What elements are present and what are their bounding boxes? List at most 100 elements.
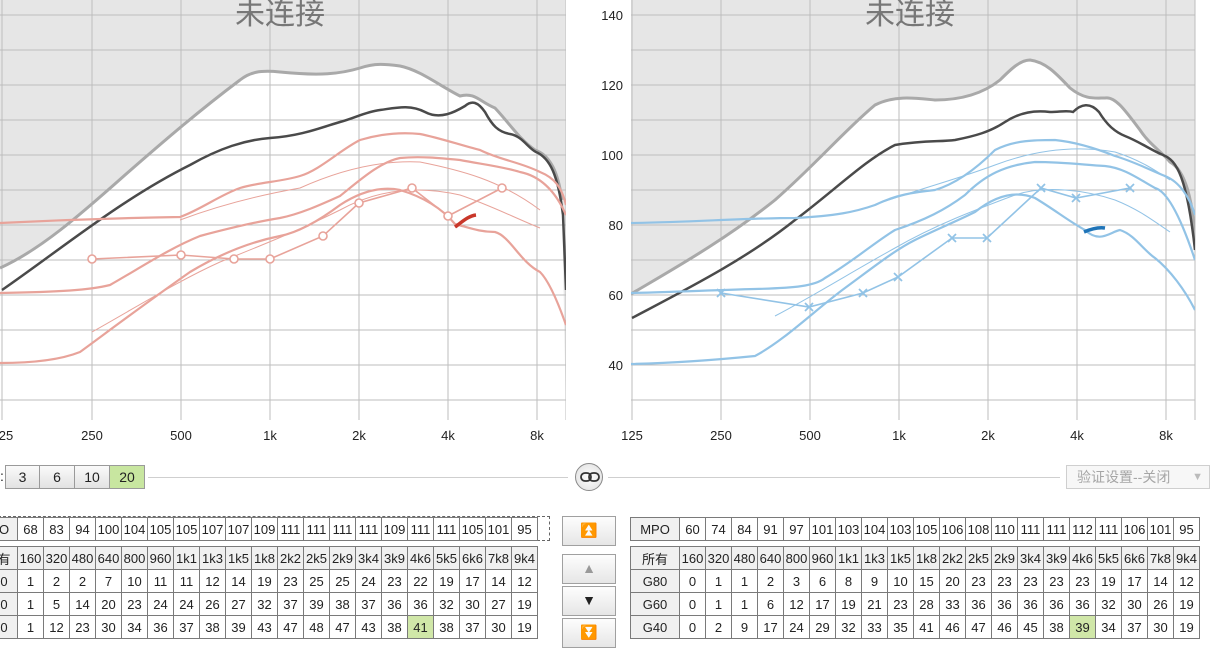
- band-header[interactable]: 4k6: [407, 546, 434, 570]
- gain-cell[interactable]: 15: [913, 569, 940, 593]
- mpo-cell[interactable]: 111: [1095, 517, 1122, 541]
- gain-row-label[interactable]: G60: [630, 592, 680, 616]
- band-header[interactable]: 640: [95, 546, 122, 570]
- band-header[interactable]: 3k9: [381, 546, 408, 570]
- band-header[interactable]: 1k3: [199, 546, 226, 570]
- gain-cell[interactable]: 12: [783, 592, 810, 616]
- gain-cell[interactable]: 36: [1017, 592, 1044, 616]
- gain-cell[interactable]: 12: [199, 569, 226, 593]
- gain-cell[interactable]: 36: [1069, 592, 1096, 616]
- band-header[interactable]: 7k8: [1147, 546, 1174, 570]
- gain-cell[interactable]: 1: [17, 592, 44, 616]
- gain-cell[interactable]: 32: [835, 615, 862, 639]
- gain-cell[interactable]: 10: [887, 569, 914, 593]
- mpo-cell[interactable]: 112: [1069, 517, 1096, 541]
- mpo-cell[interactable]: 111: [407, 517, 434, 541]
- band-header[interactable]: 4k6: [1069, 546, 1096, 570]
- mpo-cell[interactable]: 101: [485, 517, 512, 541]
- gain-cell[interactable]: 30: [1147, 615, 1174, 639]
- gain-cell[interactable]: 23: [1017, 569, 1044, 593]
- gain-cell[interactable]: 26: [1147, 592, 1174, 616]
- mpo-cell[interactable]: 109: [381, 517, 408, 541]
- gain-cell[interactable]: 46: [991, 615, 1018, 639]
- mpo-cell[interactable]: 105: [459, 517, 486, 541]
- gain-cell[interactable]: 30: [485, 615, 512, 639]
- gain-cell[interactable]: 21: [861, 592, 888, 616]
- gain-cell[interactable]: 0: [679, 569, 706, 593]
- gain-cell[interactable]: 38: [381, 615, 408, 639]
- band-header[interactable]: 2k5: [965, 546, 992, 570]
- gain-row-label[interactable]: 0: [0, 592, 18, 616]
- step-6-button[interactable]: 6: [39, 465, 75, 489]
- band-header[interactable]: 1k1: [835, 546, 862, 570]
- band-header[interactable]: 9k4: [511, 546, 538, 570]
- band-header[interactable]: 320: [43, 546, 70, 570]
- step-3-button[interactable]: 3: [5, 465, 40, 489]
- band-header[interactable]: 320: [705, 546, 732, 570]
- gain-cell[interactable]: 47: [965, 615, 992, 639]
- gain-cell[interactable]: 41: [407, 615, 434, 639]
- gain-cell[interactable]: 28: [913, 592, 940, 616]
- gain-cell[interactable]: 22: [407, 569, 434, 593]
- gain-cell[interactable]: 17: [1121, 569, 1148, 593]
- gain-cell[interactable]: 7: [95, 569, 122, 593]
- gain-cell[interactable]: 32: [1095, 592, 1122, 616]
- gain-cell[interactable]: 23: [1043, 569, 1070, 593]
- gain-cell[interactable]: 17: [757, 615, 784, 639]
- gain-cell[interactable]: 10: [121, 569, 148, 593]
- gain-cell[interactable]: 1: [731, 569, 758, 593]
- gain-cell[interactable]: 38: [329, 592, 356, 616]
- gain-cell[interactable]: 23: [887, 592, 914, 616]
- band-header[interactable]: 2k5: [303, 546, 330, 570]
- gain-cell[interactable]: 24: [173, 592, 200, 616]
- mpo-cell[interactable]: 111: [355, 517, 382, 541]
- band-header-label[interactable]: 所有: [630, 546, 680, 570]
- gain-cell[interactable]: 37: [355, 592, 382, 616]
- gain-cell[interactable]: 48: [303, 615, 330, 639]
- gain-cell[interactable]: 27: [485, 592, 512, 616]
- mpo-cell[interactable]: 106: [1121, 517, 1148, 541]
- gain-cell[interactable]: 19: [511, 592, 538, 616]
- gain-cell[interactable]: 1: [17, 569, 44, 593]
- gain-cell[interactable]: 33: [861, 615, 888, 639]
- band-header[interactable]: 640: [757, 546, 784, 570]
- mpo-cell[interactable]: 111: [433, 517, 460, 541]
- mpo-cell[interactable]: 100: [95, 517, 122, 541]
- step-10-button[interactable]: 10: [74, 465, 110, 489]
- mpo-cell[interactable]: 111: [329, 517, 356, 541]
- gain-cell[interactable]: 12: [1173, 569, 1200, 593]
- band-header[interactable]: 960: [809, 546, 836, 570]
- band-header[interactable]: 3k4: [1017, 546, 1044, 570]
- gain-cell[interactable]: 37: [1121, 615, 1148, 639]
- band-header[interactable]: 160: [17, 546, 44, 570]
- gain-cell[interactable]: 14: [69, 592, 96, 616]
- gain-cell[interactable]: 2: [43, 569, 70, 593]
- mpo-cell[interactable]: 105: [147, 517, 174, 541]
- gain-cell[interactable]: 17: [459, 569, 486, 593]
- gain-cell[interactable]: 9: [731, 615, 758, 639]
- gain-cell[interactable]: 19: [1173, 615, 1200, 639]
- gain-cell[interactable]: 36: [1043, 592, 1070, 616]
- gain-cell[interactable]: 3: [783, 569, 810, 593]
- gain-cell[interactable]: 29: [809, 615, 836, 639]
- gain-cell[interactable]: 1: [705, 592, 732, 616]
- gain-cell[interactable]: 19: [251, 569, 278, 593]
- band-header[interactable]: 9k4: [1173, 546, 1200, 570]
- gain-cell[interactable]: 1: [705, 569, 732, 593]
- mpo-cell[interactable]: 83: [43, 517, 70, 541]
- step-20-button[interactable]: 20: [109, 465, 145, 489]
- band-header-label[interactable]: 有: [0, 546, 18, 570]
- gain-cell[interactable]: 11: [147, 569, 174, 593]
- gain-cell[interactable]: 35: [887, 615, 914, 639]
- gain-cell[interactable]: 6: [809, 569, 836, 593]
- mpo-cell[interactable]: 94: [69, 517, 96, 541]
- gain-cell[interactable]: 14: [1147, 569, 1174, 593]
- mpo-cell[interactable]: 60: [679, 517, 706, 541]
- gain-cell[interactable]: 24: [355, 569, 382, 593]
- gain-row-label[interactable]: G80: [630, 569, 680, 593]
- gain-cell[interactable]: 43: [355, 615, 382, 639]
- gain-cell[interactable]: 23: [1069, 569, 1096, 593]
- gain-cell[interactable]: 39: [225, 615, 252, 639]
- gain-cell[interactable]: 36: [147, 615, 174, 639]
- gain-cell[interactable]: 25: [329, 569, 356, 593]
